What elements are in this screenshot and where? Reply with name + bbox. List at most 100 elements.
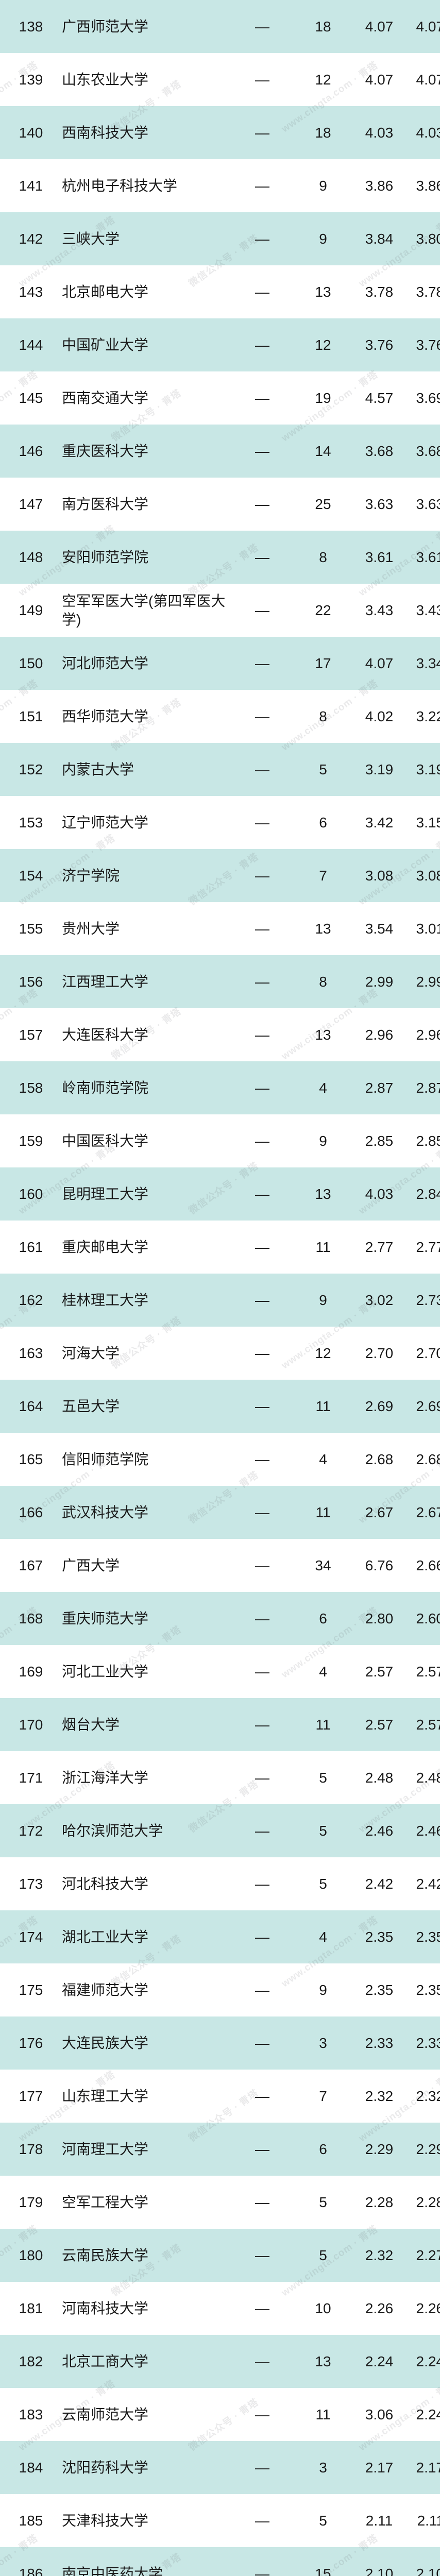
cell-rank: 164	[19, 1398, 43, 1414]
cell-name: 哈尔滨师范大学	[62, 1822, 163, 1839]
cell-rank: 174	[19, 1928, 43, 1945]
table-row: 160 昆明理工大学 — 13 4.03 2.84	[0, 1167, 440, 1221]
table-row: 167 广西大学 — 34 6.76 2.66	[0, 1539, 440, 1592]
cell-change: —	[255, 2035, 269, 2051]
cell-count: 3	[319, 2459, 327, 2476]
cell-value-2: 2.32	[416, 2088, 440, 2104]
cell-count: 8	[319, 708, 327, 724]
cell-change: —	[255, 1663, 269, 1680]
cell-count: 7	[319, 867, 327, 884]
cell-value-1: 2.87	[365, 1079, 394, 1096]
cell-value-2: 2.24	[416, 2353, 440, 2369]
cell-value-2: 2.84	[416, 1185, 440, 1202]
cell-rank: 139	[19, 71, 43, 88]
cell-name: 西华师范大学	[62, 708, 149, 724]
cell-value-1: 3.54	[365, 920, 394, 937]
cell-count: 8	[319, 549, 327, 565]
cell-value-1: 3.06	[365, 2406, 394, 2422]
table-row: 152 内蒙古大学 — 5 3.19 3.19	[0, 743, 440, 796]
table-row: 158 岭南师范学院 — 4 2.87 2.87	[0, 1061, 440, 1114]
cell-value-1: 4.57	[365, 389, 394, 406]
cell-value-1: 2.48	[365, 1769, 394, 1786]
cell-change: —	[255, 1026, 269, 1043]
table-row: 154 济宁学院 — 7 3.08 3.08	[0, 849, 440, 902]
cell-name: 广西师范大学	[62, 18, 149, 35]
cell-name: 河南理工大学	[62, 2141, 149, 2157]
cell-name: 五邑大学	[62, 1398, 120, 1414]
cell-value-1: 2.77	[365, 1239, 394, 1255]
table-row: 177 山东理工大学 — 7 2.32 2.32	[0, 2070, 440, 2123]
table-row: 174 湖北工业大学 — 4 2.35 2.35	[0, 1910, 440, 1963]
cell-rank: 153	[19, 814, 43, 831]
cell-change: —	[255, 1928, 269, 1945]
cell-rank: 175	[19, 1981, 43, 1998]
cell-count: 9	[319, 1292, 327, 1308]
cell-name: 天津科技大学	[62, 2512, 149, 2529]
table-row: 163 河海大学 — 12 2.70 2.70	[0, 1327, 440, 1380]
cell-value-2: 2.11	[417, 2512, 440, 2529]
cell-rank: 163	[19, 1345, 43, 1361]
cell-rank: 169	[19, 1663, 43, 1680]
cell-count: 4	[319, 1079, 327, 1096]
table-row: 186 南京中医药大学 — 15 2.10 2.10	[0, 2547, 440, 2576]
cell-value-2: 2.10	[416, 2565, 440, 2576]
cell-value-2: 3.34	[416, 655, 440, 671]
cell-rank: 183	[19, 2406, 43, 2422]
cell-value-2: 2.73	[416, 1292, 440, 1308]
cell-change: —	[255, 1610, 269, 1626]
cell-count: 6	[319, 1610, 327, 1626]
table-row: 183 云南师范大学 — 11 3.06 2.24	[0, 2388, 440, 2441]
cell-change: —	[255, 177, 269, 194]
cell-value-2: 4.03	[416, 124, 440, 141]
cell-value-2: 2.87	[416, 1079, 440, 1096]
cell-value-1: 2.57	[365, 1716, 394, 1733]
cell-change: —	[255, 1239, 269, 1255]
cell-name: 西南交通大学	[62, 389, 149, 406]
cell-name: 烟台大学	[62, 1716, 120, 1733]
cell-rank: 186	[19, 2565, 43, 2576]
cell-count: 5	[319, 2194, 327, 2210]
cell-name: 河海大学	[62, 1345, 120, 1361]
cell-change: —	[255, 708, 269, 724]
cell-change: —	[255, 2300, 269, 2316]
cell-count: 4	[319, 1663, 327, 1680]
cell-change: —	[255, 1292, 269, 1308]
cell-change: —	[255, 1981, 269, 1998]
cell-value-2: 2.70	[416, 1345, 440, 1361]
cell-value-1: 3.61	[365, 549, 394, 565]
cell-rank: 182	[19, 2353, 43, 2369]
cell-change: —	[255, 2088, 269, 2104]
cell-count: 7	[319, 2088, 327, 2104]
cell-count: 4	[319, 1928, 327, 1945]
cell-value-2: 3.78	[416, 283, 440, 300]
cell-name: 岭南师范学院	[62, 1079, 149, 1096]
cell-change: —	[255, 1769, 269, 1786]
table-row: 176 大连民族大学 — 3 2.33 2.33	[0, 2016, 440, 2070]
cell-count: 19	[315, 389, 331, 406]
cell-name: 济宁学院	[62, 867, 120, 884]
cell-name: 杭州电子科技大学	[62, 177, 178, 194]
cell-count: 13	[315, 283, 331, 300]
cell-value-2: 2.85	[416, 1132, 440, 1149]
cell-count: 11	[315, 1504, 331, 1520]
cell-rank: 149	[19, 602, 43, 618]
cell-count: 15	[315, 2565, 331, 2576]
cell-rank: 177	[19, 2088, 43, 2104]
cell-change: —	[255, 443, 269, 459]
cell-change: —	[255, 1716, 269, 1733]
cell-rank: 184	[19, 2459, 43, 2476]
cell-value-1: 2.33	[365, 2035, 394, 2051]
cell-value-1: 2.70	[365, 1345, 394, 1361]
cell-name: 内蒙古大学	[62, 761, 134, 777]
cell-value-2: 2.57	[416, 1716, 440, 1733]
cell-name: 河北师范大学	[62, 655, 149, 671]
table-row: 157 大连医科大学 — 13 2.96 2.96	[0, 1008, 440, 1061]
cell-count: 9	[319, 1981, 327, 1998]
cell-rank: 170	[19, 1716, 43, 1733]
cell-rank: 156	[19, 973, 43, 990]
cell-value-1: 3.63	[365, 496, 394, 512]
cell-change: —	[255, 496, 269, 512]
cell-value-1: 2.42	[365, 1875, 394, 1892]
cell-value-1: 6.76	[365, 1557, 394, 1573]
cell-value-1: 2.32	[365, 2088, 394, 2104]
